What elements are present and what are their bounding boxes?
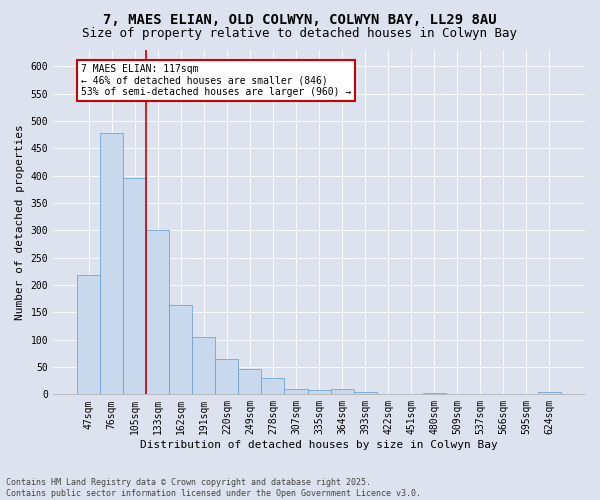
Y-axis label: Number of detached properties: Number of detached properties — [15, 124, 25, 320]
Bar — [193, 337, 215, 394]
Bar — [146, 230, 169, 394]
Bar — [308, 390, 331, 394]
X-axis label: Distribution of detached houses by size in Colwyn Bay: Distribution of detached houses by size … — [140, 440, 498, 450]
Bar — [284, 389, 308, 394]
Bar — [77, 275, 100, 394]
Text: 7 MAES ELIAN: 117sqm
← 46% of detached houses are smaller (846)
53% of semi-deta: 7 MAES ELIAN: 117sqm ← 46% of detached h… — [80, 64, 351, 97]
Bar — [262, 378, 284, 394]
Text: 7, MAES ELIAN, OLD COLWYN, COLWYN BAY, LL29 8AU: 7, MAES ELIAN, OLD COLWYN, COLWYN BAY, L… — [103, 12, 497, 26]
Bar — [538, 392, 561, 394]
Text: Size of property relative to detached houses in Colwyn Bay: Size of property relative to detached ho… — [83, 28, 517, 40]
Bar — [331, 389, 353, 394]
Text: Contains HM Land Registry data © Crown copyright and database right 2025.
Contai: Contains HM Land Registry data © Crown c… — [6, 478, 421, 498]
Bar — [422, 392, 446, 394]
Bar — [215, 359, 238, 394]
Bar — [353, 392, 377, 394]
Bar — [238, 369, 262, 394]
Bar — [123, 178, 146, 394]
Bar — [100, 133, 123, 394]
Bar — [169, 305, 193, 394]
